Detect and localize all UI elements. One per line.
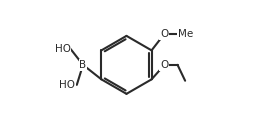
Text: O: O <box>160 29 168 39</box>
Text: Me: Me <box>178 29 194 39</box>
Text: O: O <box>160 60 168 70</box>
Text: HO: HO <box>59 80 76 90</box>
Text: HO: HO <box>55 44 70 54</box>
Text: B: B <box>79 60 87 70</box>
